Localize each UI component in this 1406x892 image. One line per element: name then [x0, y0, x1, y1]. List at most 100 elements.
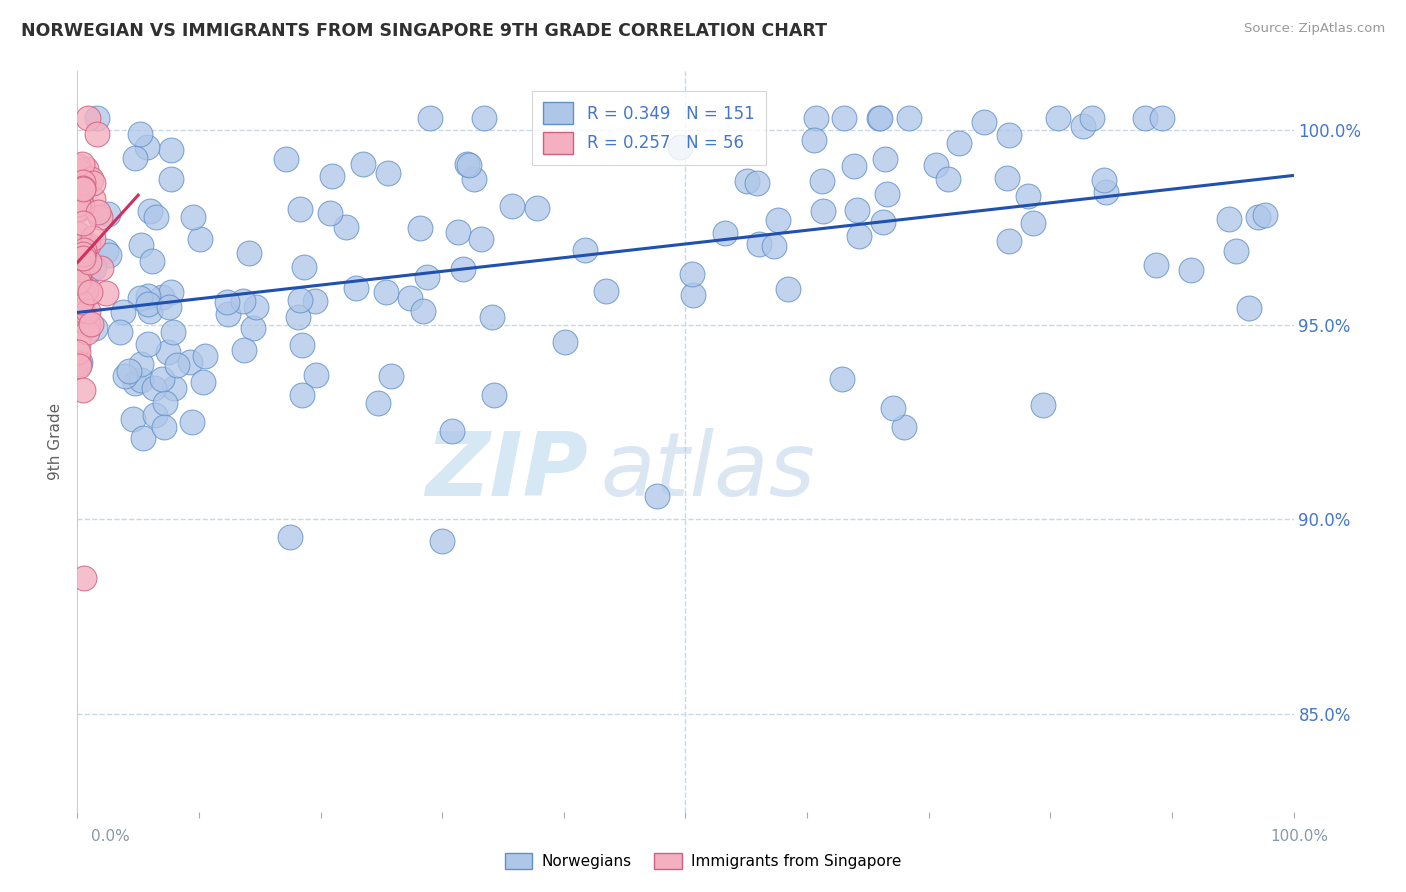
Point — [160, 144, 183, 158]
Point — [129, 357, 152, 371]
Point — [77, 254, 100, 268]
Point — [139, 204, 162, 219]
Point — [66, 337, 89, 351]
Point — [447, 225, 470, 239]
Point — [76, 326, 98, 340]
Point — [291, 338, 314, 352]
Point — [1017, 188, 1039, 202]
Point — [66, 159, 89, 173]
Point — [319, 206, 342, 220]
Point — [69, 252, 91, 266]
Point — [160, 171, 183, 186]
Point — [217, 307, 239, 321]
Point — [67, 273, 90, 287]
Point — [191, 375, 214, 389]
Point — [380, 369, 402, 384]
Point — [832, 111, 855, 125]
Point — [67, 256, 90, 270]
Point — [72, 383, 94, 397]
Point — [997, 235, 1019, 249]
Point — [998, 128, 1021, 142]
Point — [89, 211, 111, 225]
Point — [70, 278, 93, 293]
Point — [554, 334, 576, 349]
Point — [232, 343, 254, 357]
Point — [1144, 258, 1167, 272]
Point — [936, 172, 959, 186]
Point — [86, 127, 108, 141]
Point — [70, 261, 93, 276]
Point — [79, 285, 101, 300]
Point — [470, 232, 492, 246]
Point — [82, 231, 104, 245]
Point — [1095, 185, 1118, 199]
Text: NORWEGIAN VS IMMIGRANTS FROM SINGAPORE 9TH GRADE CORRELATION CHART: NORWEGIAN VS IMMIGRANTS FROM SINGAPORE 9… — [21, 22, 827, 40]
Point — [67, 196, 90, 211]
Point — [143, 408, 166, 422]
Y-axis label: 9th Grade: 9th Grade — [48, 403, 63, 480]
Point — [194, 349, 217, 363]
Point — [748, 236, 770, 251]
Point — [66, 268, 89, 283]
Point — [66, 163, 89, 178]
Point — [70, 199, 93, 213]
Point — [882, 401, 904, 415]
Point — [484, 387, 506, 401]
Point — [75, 161, 97, 176]
Text: 100.0%: 100.0% — [1271, 830, 1329, 844]
Point — [735, 174, 758, 188]
Point — [375, 285, 398, 299]
Point — [76, 238, 98, 252]
Point — [67, 227, 90, 242]
Point — [1218, 212, 1240, 227]
Legend: Norwegians, Immigrants from Singapore: Norwegians, Immigrants from Singapore — [499, 847, 907, 875]
Point — [188, 232, 211, 246]
Point — [463, 172, 485, 186]
Point — [136, 297, 159, 311]
Point — [69, 357, 91, 371]
Point — [111, 305, 134, 319]
Point — [72, 216, 94, 230]
Point — [160, 285, 183, 299]
Point — [98, 248, 121, 262]
Point — [441, 424, 464, 438]
Point — [97, 207, 120, 221]
Point — [875, 152, 897, 166]
Point — [778, 281, 800, 295]
Point — [973, 115, 995, 129]
Point — [292, 260, 315, 275]
Point — [108, 325, 131, 339]
Point — [72, 175, 94, 189]
Point — [1046, 111, 1069, 125]
Point — [432, 533, 454, 548]
Point — [181, 415, 204, 429]
Point — [121, 411, 143, 425]
Point — [117, 364, 139, 378]
Point — [67, 359, 90, 373]
Point — [69, 295, 91, 310]
Point — [79, 317, 101, 331]
Point — [217, 295, 239, 310]
Point — [80, 172, 103, 186]
Point — [335, 220, 357, 235]
Point — [238, 245, 260, 260]
Point — [898, 111, 921, 125]
Point — [844, 159, 866, 173]
Point — [129, 237, 152, 252]
Point — [72, 298, 94, 312]
Point — [1180, 263, 1202, 277]
Point — [150, 372, 173, 386]
Point — [66, 345, 89, 359]
Point — [419, 111, 441, 125]
Point — [810, 174, 832, 188]
Point — [995, 170, 1018, 185]
Point — [924, 158, 946, 172]
Point — [66, 275, 89, 289]
Point — [763, 239, 786, 253]
Point — [1022, 216, 1045, 230]
Point — [352, 157, 374, 171]
Point — [399, 291, 422, 305]
Point — [377, 166, 399, 180]
Point — [647, 489, 669, 503]
Point — [714, 226, 737, 240]
